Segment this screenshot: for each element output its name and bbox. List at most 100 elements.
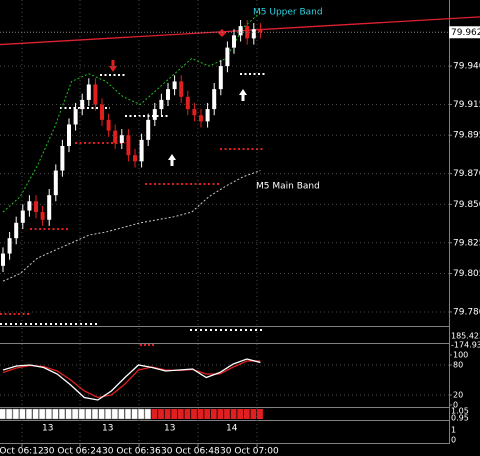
- signal-cell: [230, 409, 237, 419]
- signal-cell: [124, 408, 132, 420]
- counter-label: 13: [42, 424, 53, 434]
- signal-cell: [111, 408, 118, 420]
- candle-body: [60, 145, 65, 171]
- signal-cell: [98, 408, 105, 420]
- y-tick-label: 79.940: [453, 62, 480, 72]
- candle-body: [27, 201, 32, 211]
- candle-body: [47, 195, 52, 220]
- signal-cell: [131, 408, 138, 420]
- candle-body: [100, 104, 104, 120]
- annotation: M5 Main Band: [256, 182, 320, 192]
- signal-cell: [257, 409, 263, 419]
- y-tick-label: 79.825: [453, 238, 480, 248]
- candle-body: [159, 99, 164, 110]
- candle-body: [218, 66, 223, 90]
- signal-cell: [204, 409, 211, 419]
- stoch-tick-label: 0: [453, 401, 458, 410]
- candle-body: [179, 81, 184, 97]
- candle-body: [14, 222, 19, 239]
- candle-body: [185, 96, 190, 110]
- candle-body: [113, 130, 118, 143]
- candle-body: [146, 119, 151, 140]
- signal-cell: [32, 408, 39, 420]
- x-tick-label: 30 Oct 06:12: [0, 447, 44, 456]
- candle-body: [199, 115, 203, 122]
- stoch-tick-label: 20: [453, 391, 463, 400]
- current-price-box: [449, 26, 480, 39]
- candle-body: [67, 124, 71, 146]
- candle-body: [40, 212, 45, 220]
- candle-body: [152, 109, 157, 120]
- signal-cell: [58, 408, 66, 420]
- candle-body: [166, 89, 170, 100]
- signal-cell: [164, 409, 171, 419]
- candle-body: [212, 89, 217, 110]
- signal-cell: [177, 409, 184, 419]
- panel-borders: [0, 0, 450, 444]
- signal-cell: [237, 409, 244, 419]
- signal-label: 0.95: [451, 414, 469, 423]
- candle-body: [106, 119, 111, 131]
- y-tick-label: 79.915: [453, 100, 480, 110]
- current-price-label: 79.962: [451, 28, 480, 38]
- signal-cell: [105, 408, 112, 420]
- signal-cell: [224, 409, 230, 419]
- candle-body: [20, 210, 25, 223]
- y-tick-label: 79.870: [453, 169, 480, 179]
- signal-cell: [144, 408, 151, 420]
- signal-cell: [151, 409, 158, 419]
- signal-cell: [25, 408, 33, 420]
- signal-cell: [39, 408, 46, 420]
- candle-body: [126, 135, 131, 156]
- candle-body: [133, 155, 137, 162]
- stoch-tick-label: 80: [453, 361, 463, 370]
- x-tick-label: 30 Oct 07:00: [220, 447, 279, 456]
- bottom-label: 0: [451, 436, 456, 445]
- signal-cell: [72, 408, 79, 420]
- x-tick-label: 30 Oct 06:48: [161, 447, 220, 456]
- signal-cell: [91, 408, 99, 420]
- signal-cell: [0, 408, 6, 420]
- candle-body: [172, 81, 177, 90]
- panel-label: -174.933: [451, 341, 480, 350]
- stoch-main: [2, 358, 261, 401]
- stoch-tick-label: 100: [453, 351, 468, 360]
- candle-body: [93, 84, 98, 105]
- candle-body: [7, 238, 12, 254]
- candle-body: [225, 47, 230, 67]
- y-tick-label: 79.805: [453, 269, 480, 279]
- x-tick-label: 30 Oct 06:36: [102, 447, 161, 456]
- signal-cell: [138, 408, 145, 420]
- candle-body: [192, 109, 197, 116]
- signal-cell: [171, 409, 178, 419]
- candle-body: [258, 29, 263, 33]
- signal-cell: [78, 408, 85, 420]
- signal-cell: [85, 408, 92, 420]
- buy-arrow: [239, 89, 247, 101]
- main-band: [2, 170, 261, 282]
- signal-cell: [65, 408, 72, 420]
- signal-label: 1.05: [451, 407, 469, 416]
- candle-body: [34, 201, 38, 213]
- candle-body: [238, 26, 243, 36]
- y-tick-label: 79.850: [453, 200, 480, 210]
- signal-cell: [191, 409, 197, 419]
- candle-body: [119, 135, 124, 143]
- counter-label: 14: [226, 424, 238, 434]
- candle-body: [139, 139, 144, 162]
- signal-cell: [6, 408, 13, 420]
- candle-body: [1, 253, 5, 266]
- sell-diamond: [218, 29, 226, 37]
- signal-cell: [184, 409, 191, 419]
- x-tick-label: 30 Oct 06:24: [43, 447, 102, 456]
- signal-cell: [210, 409, 217, 419]
- signal-cell: [243, 409, 250, 419]
- bottom-label: 1: [451, 426, 456, 435]
- signal-cell: [19, 408, 26, 420]
- candle-body: [86, 84, 91, 100]
- signal-cell: [197, 409, 204, 419]
- candle-body: [251, 29, 256, 39]
